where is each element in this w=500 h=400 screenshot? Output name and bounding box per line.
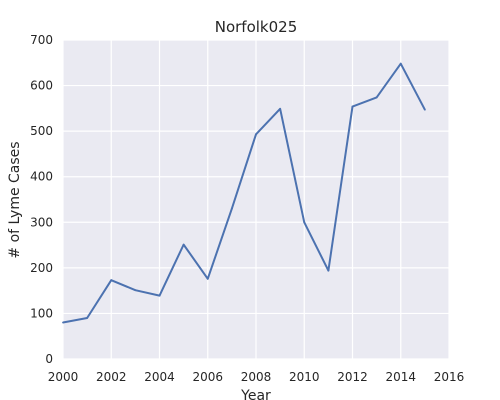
data-point xyxy=(86,317,88,319)
y-tick-label: 0 xyxy=(45,352,53,366)
data-point xyxy=(376,97,378,99)
data-point xyxy=(279,108,281,110)
data-point xyxy=(207,278,209,280)
data-point xyxy=(159,295,161,297)
y-tick-label: 500 xyxy=(30,124,53,138)
data-point xyxy=(303,221,305,223)
y-tick-label: 400 xyxy=(30,170,53,184)
x-tick-label: 2002 xyxy=(96,370,127,384)
x-tick-label: 2008 xyxy=(241,370,272,384)
data-point xyxy=(134,289,136,291)
chart-title: Norfolk025 xyxy=(215,18,298,36)
data-point xyxy=(231,208,233,210)
x-tick-label: 2012 xyxy=(337,370,368,384)
y-tick-label: 200 xyxy=(30,261,53,275)
x-tick-label: 2004 xyxy=(144,370,175,384)
y-axis-label: # of Lyme Cases xyxy=(7,141,23,258)
x-tick-labels: 2000 2002 2004 2006 2008 2010 2012 2014 2016 xyxy=(48,370,465,384)
x-tick-label: 2016 xyxy=(434,370,465,384)
x-axis-label: Year xyxy=(240,388,271,400)
data-point xyxy=(110,279,112,281)
x-tick-label: 2014 xyxy=(385,370,416,384)
x-tick-label: 2006 xyxy=(192,370,223,384)
data-point xyxy=(352,106,354,108)
data-point xyxy=(183,244,185,246)
x-tick-label: 2010 xyxy=(289,370,320,384)
data-point xyxy=(255,133,257,135)
y-tick-label: 300 xyxy=(30,215,53,229)
y-tick-label: 600 xyxy=(30,79,53,93)
data-point xyxy=(400,63,402,65)
x-tick-label: 2000 xyxy=(48,370,79,384)
y-tick-label: 100 xyxy=(30,306,53,320)
data-point xyxy=(62,322,64,324)
data-point xyxy=(327,270,329,272)
y-tick-label: 700 xyxy=(30,33,53,47)
y-tick-labels: 0 100 200 300 400 500 600 700 xyxy=(30,33,53,366)
data-point xyxy=(424,109,426,111)
